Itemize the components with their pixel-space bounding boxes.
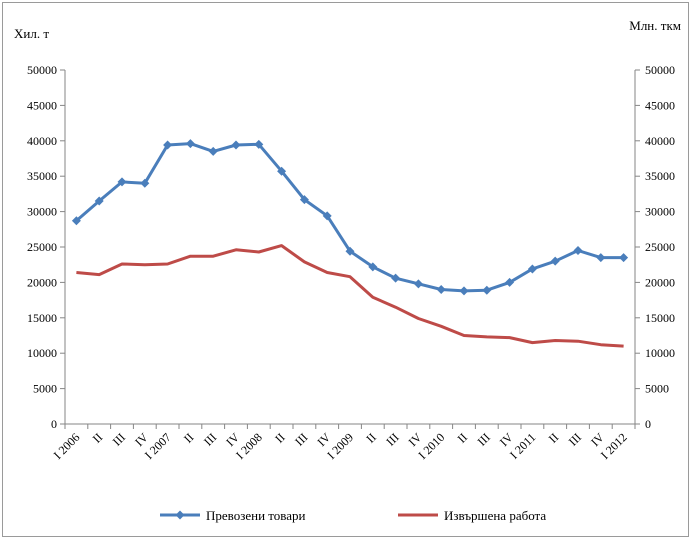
data-point-marker [163,140,173,150]
data-point-marker [573,246,583,256]
axes: 0 0 5000 5000 10000 10000 15000 15000 20000 20000… [27,63,675,462]
data-point-marker [299,195,309,205]
x-tick-label: III [201,430,219,448]
y-tick-label-right: 35000 [645,169,675,183]
x-tick-label: II [90,430,106,446]
x-tick-label: II [272,430,288,446]
series-lines [71,139,629,348]
x-tick-label: I 2010 [416,430,448,462]
x-tick-label: II [181,430,197,446]
x-tick-label: II [363,430,379,446]
x-tick-label: III [110,430,128,448]
x-tick-label: I 2007 [142,430,174,462]
legend-label-2: Извършена работа [444,508,546,523]
x-tick-label: I 2011 [507,430,539,462]
x-tick-label: III [292,430,310,448]
y-tick-label-left: 0 [51,417,57,431]
y-tick-label-right: 10000 [645,346,675,360]
y-tick-label-left: 20000 [27,275,57,289]
x-tick-label: I 2009 [324,430,356,462]
y-tick-label-right: 15000 [645,311,675,325]
y-tick-label-left: 35000 [27,169,57,183]
data-point-marker [413,279,423,289]
y-tick-label-right: 25000 [645,240,675,254]
data-point-marker [117,177,127,187]
data-point-marker [254,139,264,149]
y-tick-label-left: 5000 [33,382,57,396]
y-tick-label-left: 45000 [27,98,57,112]
y-tick-label-right: 30000 [645,205,675,219]
x-tick-label: III [475,430,493,448]
left-axis-title: Хил. т [14,26,49,41]
data-point-marker [94,196,104,206]
y-tick-label-right: 5000 [645,382,669,396]
y-tick-label-left: 30000 [27,205,57,219]
data-point-marker [391,273,401,283]
y-tick-label-right: 50000 [645,63,675,77]
data-point-marker [231,140,241,150]
data-point-marker [322,211,332,221]
data-point-marker [71,216,81,226]
y-tick-label-left: 40000 [27,134,57,148]
data-point-marker [459,286,469,296]
y-tick-label-left: 10000 [27,346,57,360]
y-tick-label-left: 50000 [27,63,57,77]
x-tick-label: II [455,430,471,446]
right-axis-title: Млн. ткм [629,18,681,33]
data-point-marker [482,285,492,295]
y-tick-label-right: 40000 [645,134,675,148]
y-tick-label-right: 20000 [645,275,675,289]
legend-marker [175,510,185,520]
legend-label-1: Превозени товари [206,508,306,523]
y-tick-label-left: 25000 [27,240,57,254]
y-tick-label-right: 0 [645,417,651,431]
x-tick-label: III [383,430,401,448]
data-point-marker [277,166,287,176]
x-tick-label: II [546,430,562,446]
data-point-marker [505,277,515,287]
y-tick-label-left: 15000 [27,311,57,325]
data-point-marker [527,264,537,274]
data-point-marker [436,284,446,294]
data-point-marker [185,139,195,149]
x-tick-label: I 2012 [598,430,630,462]
data-point-marker [208,146,218,156]
legend: Превозени товари Извършена работа [160,508,546,523]
data-point-marker [596,253,606,263]
data-point-marker [140,178,150,188]
x-tick-label: III [566,430,584,448]
data-point-marker [550,256,560,266]
data-point-marker [345,246,355,256]
series-line-2 [76,244,624,348]
x-tick-label: I 2006 [51,430,83,462]
y-tick-label-right: 45000 [645,98,675,112]
data-point-marker [619,253,629,263]
x-tick-label: I 2008 [233,430,265,462]
series-line-1 [75,142,624,293]
data-point-marker [368,262,378,272]
